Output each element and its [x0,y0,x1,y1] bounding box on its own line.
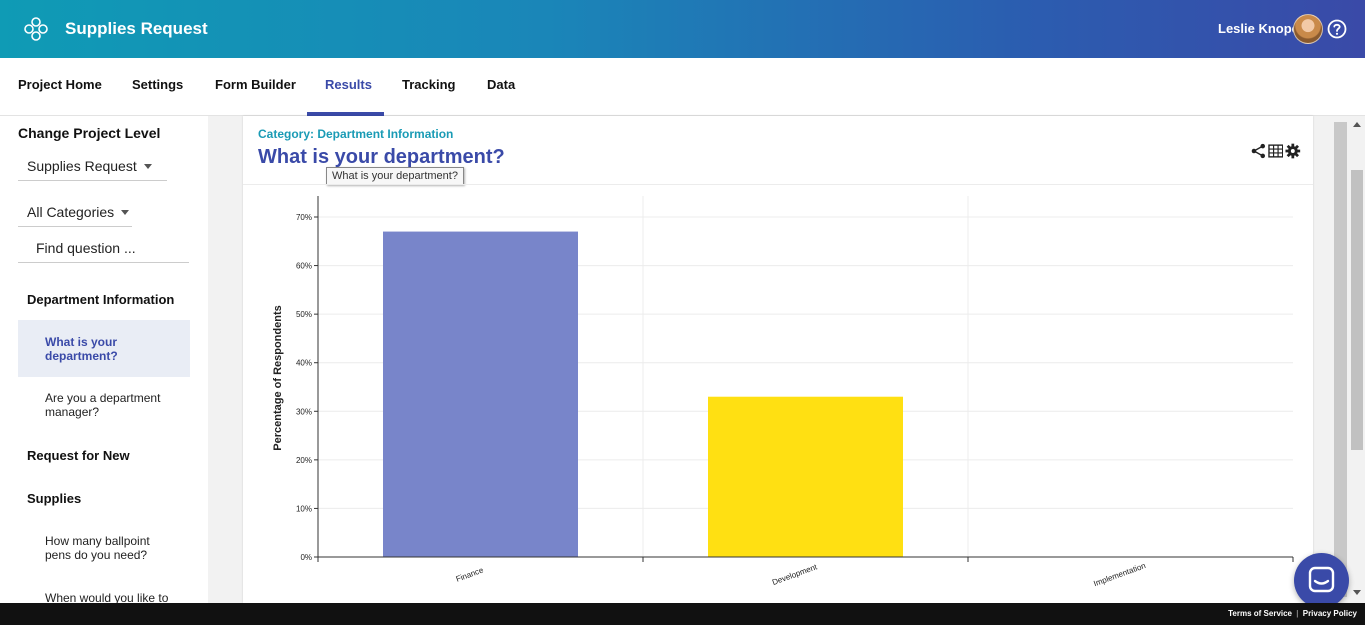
footer-links: Terms of Service | Privacy Policy [1228,609,1357,618]
sidebar: Change Project Level Supplies Request Al… [0,116,208,603]
sidebar-question-department[interactable]: What is your department? [45,335,118,363]
y-tick-label: 0% [300,553,312,562]
footer: Terms of Service | Privacy Policy [0,603,1365,625]
sidebar-category-new-supplies-line1[interactable]: Request for New [27,448,130,463]
x-tick-label: Implementation [1092,561,1146,588]
bar-development[interactable] [708,396,903,557]
scroll-down-icon[interactable] [1353,590,1361,595]
results-card: Category: Department Information What is… [243,116,1313,603]
question-title: What is your department? [258,146,505,168]
project-level-value: Supplies Request [27,157,137,174]
scrollbar-inner[interactable] [1334,122,1347,597]
x-tick-label: Finance [455,565,485,583]
tab-project-home[interactable]: Project Home [18,77,102,92]
tab-results[interactable]: Results [325,77,372,92]
y-tick-label: 30% [296,407,312,416]
user-name[interactable]: Leslie Knope [1218,21,1299,36]
project-level-select[interactable]: Supplies Request [18,151,167,181]
y-tick-label: 20% [296,456,312,465]
avatar[interactable] [1293,14,1323,44]
tab-data[interactable]: Data [487,77,516,92]
y-tick-label: 10% [296,504,312,513]
sidebar-category-new-supplies-line2[interactable]: Supplies [27,491,82,506]
footer-separator: | [1296,609,1299,618]
tab-tracking[interactable]: Tracking [402,77,456,92]
bar-finance[interactable] [383,231,578,558]
chat-icon [1308,566,1335,593]
sidebar-category-department[interactable]: Department Information [27,292,175,307]
chat-button[interactable] [1294,553,1349,608]
category-value: All Categories [27,203,115,220]
category-select[interactable]: All Categories [18,197,132,227]
y-tick-label: 40% [296,359,312,368]
active-tab-indicator [307,112,384,116]
scroll-up-icon[interactable] [1353,122,1361,127]
gear-icon[interactable] [1285,143,1301,159]
top-bar: Supplies Request Leslie Knope [0,0,1365,58]
sidebar-active-highlight [18,320,190,377]
category-label: Category: Department Information [258,127,454,141]
chevron-down-icon [121,210,130,215]
y-axis-label: Percentage of Respondents [272,305,284,450]
help-icon[interactable] [1327,19,1347,39]
scrollbar-thumb[interactable] [1351,170,1363,450]
sidebar-question-when[interactable]: When would you like to [45,591,169,603]
y-tick-label: 70% [296,213,312,222]
tab-form-builder[interactable]: Form Builder [215,77,296,92]
x-tick-label: Development [771,562,819,587]
terms-link[interactable]: Terms of Service [1228,609,1293,618]
main-nav: Project Home Settings Form Builder Resul… [0,58,1365,116]
bar-chart: 0% 10% 20% 30% 40% 50% 60% 70% Finance Developmen… [272,196,1294,588]
chart-toolbar [1251,143,1301,159]
chevron-down-icon [143,164,152,169]
tab-settings[interactable]: Settings [132,77,184,92]
share-icon[interactable] [1251,143,1266,159]
question-tooltip: What is your department? [326,167,464,185]
table-icon[interactable] [1267,143,1284,159]
app-title[interactable]: Supplies Request [65,19,208,38]
app-logo-icon[interactable] [23,16,49,42]
sidebar-question-pens[interactable]: How many ballpoint pens do you need? [45,534,150,562]
y-tick-label: 60% [296,262,312,271]
card-divider [243,184,1313,185]
sidebar-title: Change Project Level [18,125,161,141]
find-question-input[interactable]: Find question ... [18,233,189,263]
privacy-link[interactable]: Privacy Policy [1302,609,1357,618]
sidebar-question-manager[interactable]: Are you a department manager? [45,391,161,419]
y-tick-label: 50% [296,310,312,319]
